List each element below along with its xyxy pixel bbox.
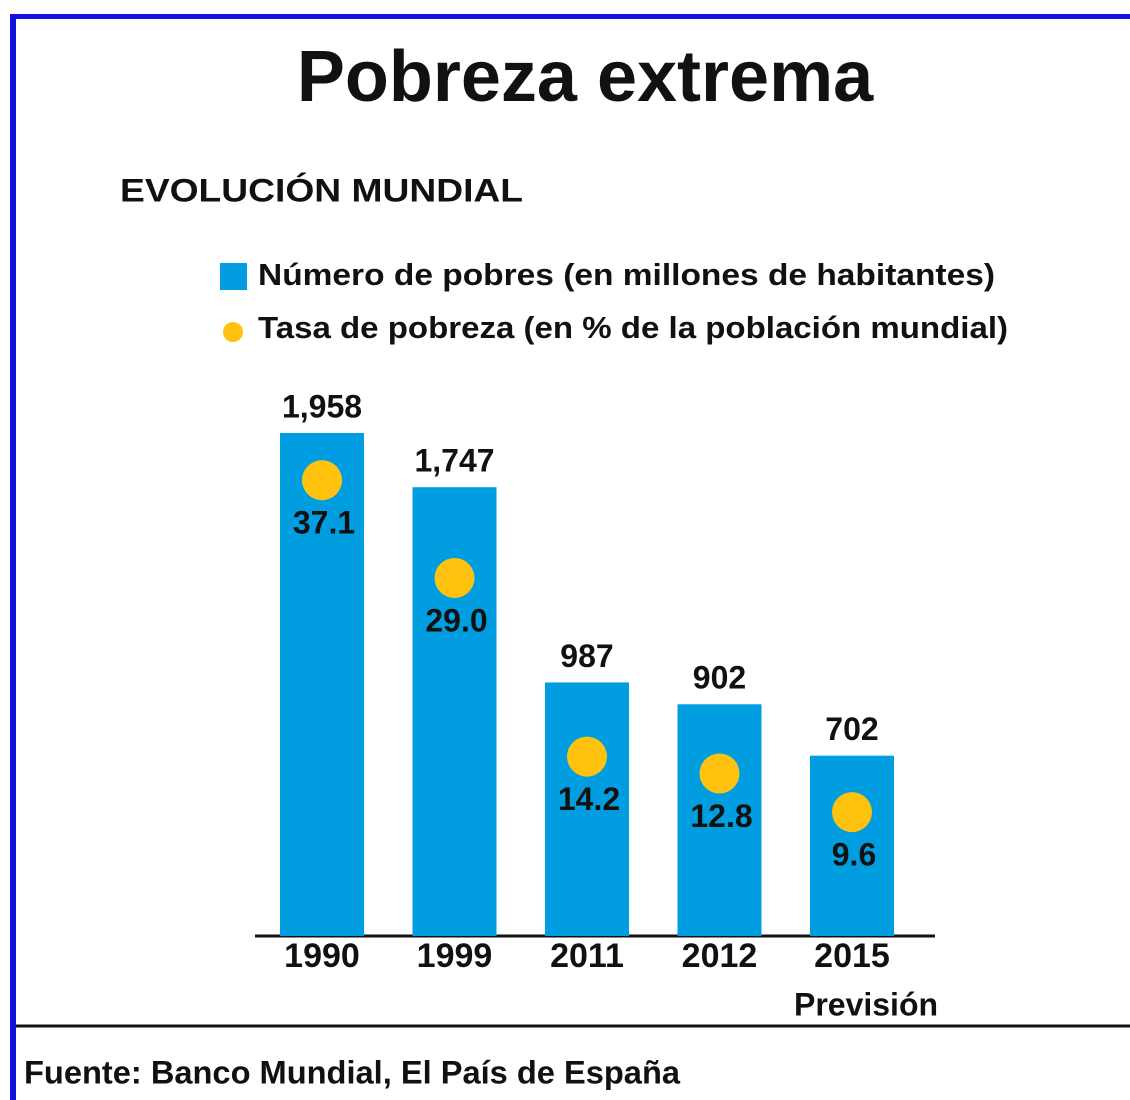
x-tick-label: 2011 <box>550 937 624 975</box>
bar <box>280 433 364 936</box>
x-tick-label: 1990 <box>284 937 360 975</box>
legend-label: Tasa de pobreza (en % de la población mu… <box>258 310 1008 345</box>
rate-dot <box>302 460 342 501</box>
bar <box>677 704 762 936</box>
x-tick-label: 1999 <box>417 937 493 975</box>
bar <box>545 682 629 936</box>
rate-value-label: 12.8 <box>690 798 752 834</box>
subtitle: EVOLUCIÓN MUNDIAL <box>120 172 523 208</box>
bar <box>412 487 497 936</box>
rate-value-label: 29.0 <box>425 602 487 638</box>
rate-value-label: 14.2 <box>558 781 620 817</box>
rate-dot <box>699 753 740 794</box>
legend-swatch <box>220 263 247 290</box>
rate-dot <box>567 736 607 777</box>
rate-value-label: 37.1 <box>293 505 355 541</box>
rate-dot <box>434 557 475 598</box>
x-tick-label: 2015 <box>814 937 890 975</box>
source: Fuente: Banco Mundial, El País de España <box>24 1054 680 1090</box>
legend-swatch <box>223 322 243 342</box>
top-border <box>10 14 1130 19</box>
bar <box>810 755 894 936</box>
bar-value-label: 1,958 <box>282 388 362 424</box>
bar-value-label: 1,747 <box>414 443 494 479</box>
rate-value-label: 9.6 <box>832 837 876 873</box>
category-note: Previsión <box>794 986 938 1022</box>
legend-label: Número de pobres (en millones de habitan… <box>258 257 995 292</box>
rate-dot <box>832 792 872 833</box>
chart-title: Pobreza extrema <box>297 37 874 117</box>
bar-value-label: 902 <box>693 660 746 696</box>
bar-value-label: 702 <box>825 711 878 747</box>
x-tick-label: 2012 <box>682 937 758 975</box>
bar-value-label: 987 <box>560 638 613 674</box>
left-border <box>10 14 16 1100</box>
